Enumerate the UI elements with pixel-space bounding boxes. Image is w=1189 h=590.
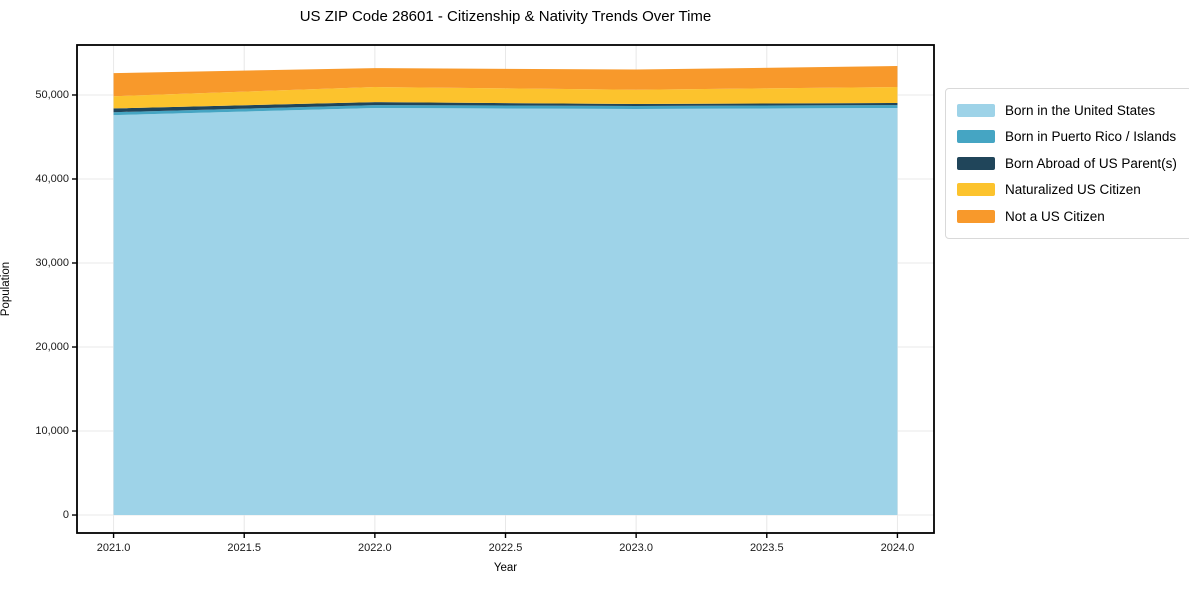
y-tick-label: 50,000 [35, 88, 69, 101]
legend-swatch-icon [957, 156, 995, 170]
x-tick-label: 2024.0 [880, 542, 915, 554]
legend-label: Born in Puerto Rico / Islands [1005, 129, 1177, 145]
legend-item-born-abroad-of-us-parent-s: Born Abroad of US Parent(s) [957, 150, 1177, 177]
area-series-not-a-us-citizen [113, 66, 898, 97]
x-tick-label: 2022.0 [358, 542, 392, 554]
area-series-born-in-the-united-states [113, 108, 898, 516]
legend: Born in the United States Born in Puerto … [945, 88, 1189, 239]
x-axis-label: Year [493, 562, 518, 574]
y-tick-label: 10,000 [35, 425, 69, 437]
legend-label: Born in the United States [1005, 102, 1156, 118]
x-tick-label: 2023.5 [749, 542, 784, 554]
x-tick-label: 2021.5 [227, 542, 262, 554]
legend-swatch-icon [957, 183, 995, 197]
legend-item-naturalized-us-citizen: Naturalized US Citizen [957, 177, 1177, 204]
y-tick-label: 40,000 [35, 172, 69, 185]
legend-swatch-icon [957, 209, 995, 223]
y-tick-label: 20,000 [35, 341, 69, 353]
y-tick-label: 30,000 [35, 256, 69, 269]
x-tick-label: 2023.0 [619, 542, 653, 554]
legend-item-born-in-puerto-rico-islands: Born in Puerto Rico / Islands [957, 124, 1177, 151]
legend-label: Not a US Citizen [1005, 208, 1105, 224]
y-tick-label: 0 [62, 509, 69, 522]
legend-item-born-in-the-united-states: Born in the United States [957, 97, 1177, 124]
legend-item-not-a-us-citizen: Not a US Citizen [957, 203, 1177, 230]
legend-swatch-icon [957, 103, 995, 117]
x-tick-label: 2022.5 [488, 542, 523, 554]
area-series-born-in-puerto-rico-islands [113, 105, 898, 116]
legend-label: Born Abroad of US Parent(s) [1005, 155, 1177, 171]
legend-items: Born in the United States Born in Puerto … [957, 97, 1177, 230]
area-series-naturalized-us-citizen [113, 87, 898, 109]
chart-title: US ZIP Code 28601 - Citizenship & Nativi… [299, 8, 712, 25]
legend-label: Naturalized US Citizen [1005, 182, 1141, 198]
x-tick-label: 2021.0 [96, 542, 131, 554]
area-series-born-abroad-of-us-parent-s [113, 102, 898, 113]
legend-swatch-icon [957, 130, 995, 144]
